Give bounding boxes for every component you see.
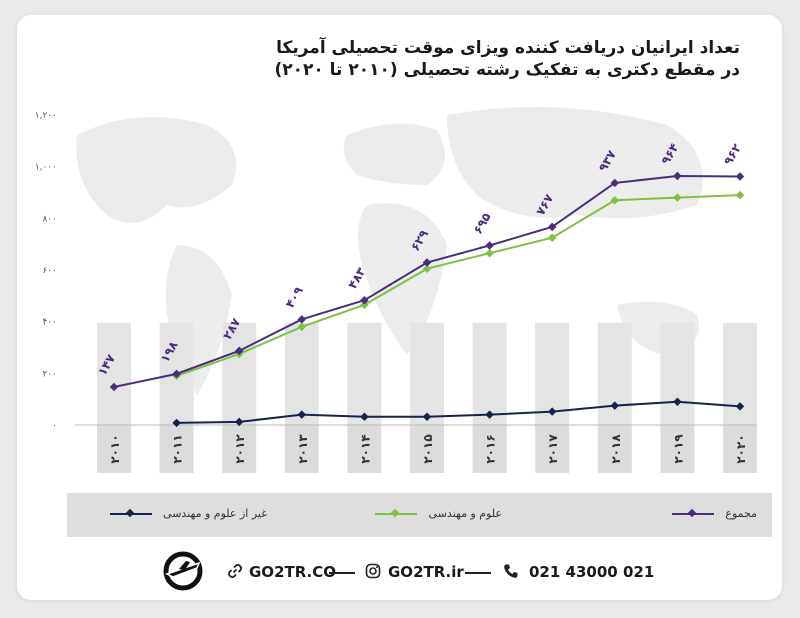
x-tick-label: ۲۰۱۰ xyxy=(108,434,122,463)
series-line xyxy=(176,400,741,424)
y-tick-label: ۴۰۰ xyxy=(42,318,57,328)
footer-phone[interactable]: 021 43000 021 xyxy=(529,563,655,581)
x-tick-label: ۲۰۱۵ xyxy=(421,434,435,463)
footer-instagram[interactable]: GO2TR.ir xyxy=(388,563,464,581)
data-point xyxy=(297,410,307,419)
phone-icon xyxy=(504,564,518,578)
legend-line-nonscience xyxy=(109,508,152,518)
data-label: ۴۰۹ xyxy=(283,284,306,311)
y-axis: ۰ ۲۰۰ ۴۰۰ ۶۰۰ ۸۰۰ ۱,۰۰۰ ۱,۲۰۰ xyxy=(35,111,57,431)
legend-label-science: علوم و مهندسی xyxy=(428,507,502,520)
year-columns xyxy=(97,322,757,473)
data-point xyxy=(485,241,494,250)
year-column xyxy=(410,322,444,425)
series-lines xyxy=(109,171,745,428)
year-column xyxy=(222,322,257,425)
x-tick-box xyxy=(723,425,757,473)
x-tick-box xyxy=(660,425,695,473)
data-point xyxy=(297,315,307,324)
year-column xyxy=(347,322,382,425)
x-tick-box xyxy=(535,425,570,473)
legend-item-nonscience: غیر از علوم و مهندسی xyxy=(109,507,267,523)
instagram-icon xyxy=(365,563,381,579)
data-point xyxy=(547,407,557,416)
legend-line-total xyxy=(671,508,714,518)
x-tick-label: ۲۰۱۹ xyxy=(671,434,685,464)
y-tick-label: ۰ xyxy=(52,421,57,431)
x-tick-label: ۲۰۱۴ xyxy=(358,434,372,463)
footer-separator xyxy=(465,572,491,574)
y-tick-label: ۲۰۰ xyxy=(42,369,57,379)
data-point xyxy=(485,410,494,419)
x-tick-label: ۲۰۱۶ xyxy=(484,434,498,463)
data-point xyxy=(610,401,620,410)
data-point xyxy=(485,248,494,258)
year-column xyxy=(284,322,319,425)
data-point xyxy=(360,295,369,305)
year-column xyxy=(472,322,507,425)
chart-title-line-2: در مقطع دکتری به تفکیک رشته تحصیلی (۲۰۱۰… xyxy=(274,60,740,80)
x-tick-label: ۲۰۱۳ xyxy=(296,434,310,464)
x-tick-label: ۲۰۱۱ xyxy=(171,434,185,463)
x-tick-box xyxy=(597,425,632,473)
legend-label-nonscience: غیر از علوم و مهندسی xyxy=(163,507,267,520)
plane-logo-icon xyxy=(163,551,203,591)
year-column xyxy=(97,322,131,425)
data-label: ۶۹۵ xyxy=(471,210,494,236)
x-tick-box xyxy=(159,425,194,473)
year-column xyxy=(660,322,695,425)
legend-item-science: علوم و مهندسی xyxy=(375,507,502,523)
data-point xyxy=(735,190,745,200)
legend-line-science xyxy=(375,508,418,518)
y-tick-label: ۱,۰۰۰ xyxy=(35,163,57,173)
line-chart: ۰ ۲۰۰ ۴۰۰ ۶۰۰ ۸۰۰ ۱,۰۰۰ ۱,۲۰۰ ۲۰۱۰ ۲۰۱۱ ۲۰۱۲ ۲۰۱۳… xyxy=(35,107,757,473)
y-tick-label: ۱,۲۰۰ xyxy=(35,111,57,121)
x-axis: ۲۰۱۰ ۲۰۱۱ ۲۰۱۲ ۲۰۱۳ ۲۰۱۴ ۲۰۱۵ ۲۰۱۶ ۲۰۱۷ ۲۰۱۸ ۲۰۱۹… xyxy=(75,424,757,464)
data-point xyxy=(109,382,119,392)
footer-separator xyxy=(329,572,355,574)
data-point xyxy=(422,264,432,273)
x-tick-label: ۲۰۱۲ xyxy=(233,434,247,464)
legend-item-total: مجموع xyxy=(671,507,757,523)
data-point xyxy=(422,258,432,267)
chart-title-line-1: تعداد ایرانیان دریافت کننده ویزای موقت ت… xyxy=(276,38,740,58)
footer: GO2TR.CO GO2TR.ir 021 43000 021 xyxy=(163,551,767,591)
x-tick-box xyxy=(472,425,507,473)
x-tick-box xyxy=(347,425,382,473)
data-point xyxy=(360,412,369,421)
data-label: ۹۶۲ xyxy=(721,141,744,168)
data-point xyxy=(673,397,682,406)
y-tick-label: ۶۰۰ xyxy=(42,266,57,276)
data-point xyxy=(172,418,181,428)
series-line xyxy=(176,194,741,377)
data-point xyxy=(172,369,181,379)
data-point xyxy=(735,402,745,411)
footer-website[interactable]: GO2TR.CO xyxy=(249,563,337,581)
data-point xyxy=(234,346,244,356)
x-tick-label: ۲۰۱۷ xyxy=(546,434,560,464)
y-tick-label: ۸۰۰ xyxy=(42,214,57,224)
chart-title: تعداد ایرانیان دریافت کننده ویزای موقت ت… xyxy=(100,37,740,81)
data-point xyxy=(735,172,745,181)
data-point xyxy=(547,233,557,242)
x-tick-box xyxy=(284,425,319,473)
x-tick-box xyxy=(97,425,131,473)
data-point xyxy=(234,417,244,427)
x-tick-label: ۲۰۱۸ xyxy=(609,434,623,464)
x-tick-label: ۲۰۲۰ xyxy=(734,434,748,463)
data-point xyxy=(360,300,369,310)
chart-card: تعداد ایرانیان دریافت کننده ویزای موقت ت… xyxy=(17,15,782,600)
data-point xyxy=(422,412,432,421)
x-tick-box xyxy=(410,425,444,473)
chart-legend: غیر از علوم و مهندسی علوم و مهندسی مجموع xyxy=(67,493,772,537)
x-tick-box xyxy=(222,425,257,473)
legend-label-total: مجموع xyxy=(725,507,757,520)
link-icon xyxy=(227,563,243,579)
data-point xyxy=(297,322,307,332)
world-map-background xyxy=(76,107,703,395)
